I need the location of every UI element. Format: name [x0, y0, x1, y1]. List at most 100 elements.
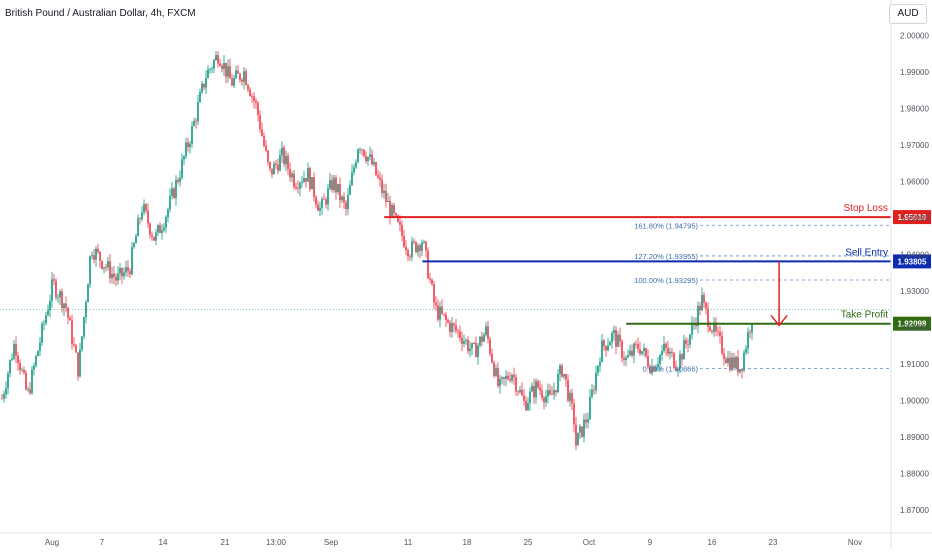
candle-body	[267, 150, 269, 162]
candle-body	[737, 357, 739, 373]
candle-body	[581, 426, 583, 437]
candle-body	[709, 326, 711, 331]
candle-body	[463, 341, 465, 344]
candle-body	[417, 245, 419, 253]
candle-body	[171, 188, 173, 196]
candle-body	[745, 348, 747, 353]
candle-body	[501, 377, 503, 379]
candle-body	[681, 354, 683, 360]
candle-body	[227, 66, 229, 77]
candle-body	[39, 342, 41, 351]
candle-body	[71, 320, 73, 345]
candle-body	[209, 68, 211, 70]
candle-body	[433, 284, 435, 303]
currency-selector[interactable]: AUD	[889, 4, 927, 24]
candle-body	[315, 196, 317, 205]
candle-body	[557, 374, 559, 392]
candle-body	[385, 190, 387, 202]
candle-body	[587, 419, 589, 423]
candle-body	[243, 71, 245, 82]
candle-body	[25, 372, 27, 390]
candle-body	[729, 357, 731, 370]
candle-body	[687, 343, 689, 345]
candle-body	[409, 256, 411, 258]
candle-body	[175, 179, 177, 198]
time-tick-label: 13:00	[266, 538, 287, 547]
time-tick-label: 18	[463, 538, 472, 547]
candle-body	[683, 340, 685, 360]
candle-body	[359, 149, 361, 151]
candle-body	[491, 353, 493, 363]
candle-body	[569, 392, 571, 401]
candle-body	[405, 246, 407, 250]
candle-body	[397, 215, 399, 222]
candle-body	[467, 340, 469, 352]
candle-body	[295, 186, 297, 189]
candle-body	[651, 366, 653, 374]
candle-body	[215, 55, 217, 61]
candle-body	[129, 271, 131, 275]
candle-body	[61, 291, 63, 309]
candle-body	[715, 322, 717, 332]
candle-body	[751, 324, 753, 333]
candle-body	[121, 268, 123, 277]
candle-body	[53, 279, 55, 281]
candle-body	[203, 83, 205, 88]
candle-body	[567, 379, 569, 401]
candle-body	[643, 348, 645, 352]
candle-body	[429, 278, 431, 280]
candle-body	[403, 235, 405, 247]
price-tick-label: 1.90000	[900, 396, 929, 405]
candle-body	[525, 400, 527, 411]
candle-body	[503, 377, 505, 379]
candle-body	[33, 365, 35, 370]
candle-body	[297, 188, 299, 189]
candle-body	[509, 378, 511, 381]
candle-body	[119, 268, 121, 274]
candle-body	[91, 255, 93, 257]
candle-body	[41, 323, 43, 343]
candle-body	[47, 310, 49, 316]
candle-body	[81, 336, 83, 350]
price-tick-label: 1.89000	[900, 433, 929, 442]
candle-body	[391, 204, 393, 217]
time-tick-label: 9	[648, 538, 653, 547]
price-tick-label: 1.97000	[900, 141, 929, 150]
candle-body	[649, 366, 651, 374]
price-tick-label: 1.95000	[900, 214, 929, 223]
candle-body	[495, 367, 497, 376]
candle-body	[625, 357, 627, 361]
candle-body	[371, 154, 373, 165]
candle-body	[731, 357, 733, 370]
candle-body	[551, 394, 553, 395]
candle-body	[291, 173, 293, 178]
candle-body	[611, 333, 613, 343]
time-tick-label: 7	[100, 538, 105, 547]
candle-body	[337, 184, 339, 193]
candle-body	[139, 218, 141, 220]
candle-body	[123, 272, 125, 277]
candle-body	[327, 188, 329, 205]
candle-body	[43, 323, 45, 325]
candle-body	[609, 342, 611, 346]
time-tick-label: 23	[769, 538, 778, 547]
candle-body	[165, 216, 167, 228]
candle-body	[185, 142, 187, 157]
candle-body	[9, 360, 11, 374]
candle-body	[107, 261, 109, 268]
candle-body	[183, 156, 185, 160]
candle-body	[575, 424, 577, 446]
candle-body	[31, 369, 33, 394]
candle-body	[677, 369, 679, 371]
candle-body	[425, 241, 427, 251]
candle-body	[189, 144, 191, 148]
candle-body	[239, 73, 241, 80]
candle-body	[591, 389, 593, 397]
candle-body	[279, 155, 281, 171]
time-tick-label: 21	[221, 538, 230, 547]
time-tick-label: Sep	[324, 538, 339, 547]
price-tick-label: 2.00000	[900, 31, 929, 40]
candle-body	[237, 70, 239, 74]
